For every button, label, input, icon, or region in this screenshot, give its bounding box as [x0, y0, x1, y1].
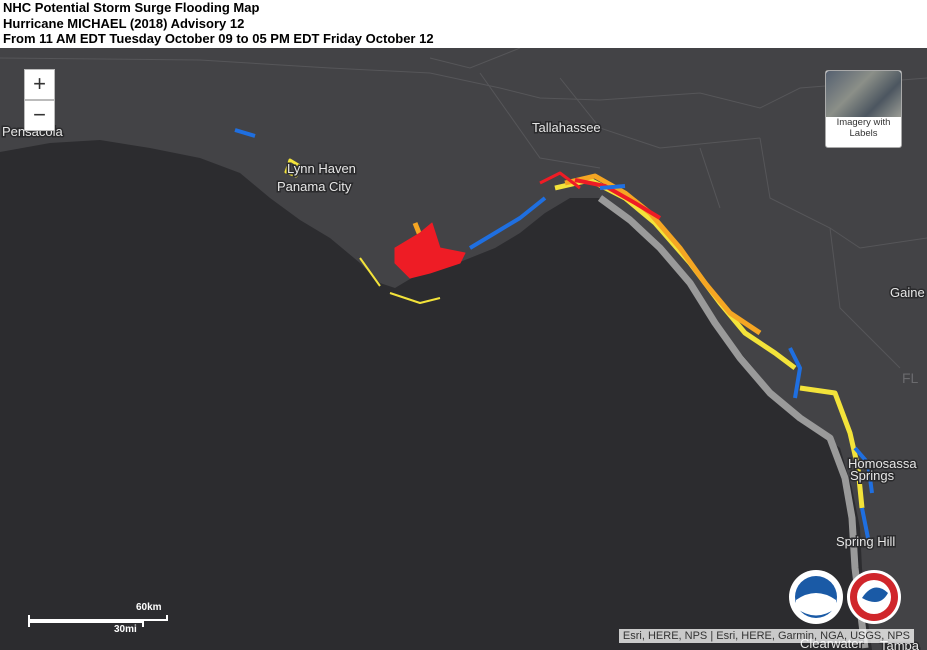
basemap-label: Imagery with: [836, 117, 891, 128]
title: NHC Potential Storm Surge Flooding Map: [3, 0, 260, 15]
subtitle: Hurricane MICHAEL (2018) Advisory 12: [3, 15, 245, 31]
basemap-thumbnail: [826, 71, 901, 117]
scale-line: [28, 621, 144, 627]
basemap-label: Labels: [849, 128, 878, 139]
place-label: Gaine: [890, 285, 925, 300]
zoom-in-button[interactable]: +: [24, 69, 55, 100]
map[interactable]: Pensacola Lynn Haven Panama City Tallaha…: [0, 48, 927, 650]
header: NHC Potential Storm Surge Flooding Map H…: [0, 0, 927, 48]
land: [0, 48, 927, 650]
place-label: Panama City: [277, 179, 352, 194]
map-canvas: Pensacola Lynn Haven Panama City Tallaha…: [0, 48, 927, 650]
scale-metric: 60km: [136, 602, 162, 613]
place-label: Homosassa: [848, 456, 917, 471]
place-label: Lynn Haven: [287, 161, 356, 176]
place-label: Spring Hill: [836, 534, 895, 549]
nws-logo: [847, 570, 901, 624]
zoom-out-button[interactable]: −: [24, 100, 55, 131]
borders: [0, 48, 927, 369]
place-label: Springs: [850, 468, 895, 483]
scale-bar: 60km 30mi: [28, 602, 168, 636]
surge-gray: [597, 195, 869, 649]
scale-line: [28, 615, 168, 621]
scale-imperial: 30mi: [114, 624, 137, 635]
state-label: FL: [902, 370, 919, 386]
surge-blue: [234, 128, 874, 539]
basemap-toggle[interactable]: Imagery with Labels: [825, 70, 902, 148]
place-label: Tallahassee: [532, 120, 601, 135]
surge-red: [394, 171, 662, 279]
noaa-logo: [789, 570, 843, 624]
attribution: Esri, HERE, NPS | Esri, HERE, Garmin, NG…: [618, 629, 914, 643]
period: From 11 AM EDT Tuesday October 09 to 05 …: [3, 31, 434, 46]
